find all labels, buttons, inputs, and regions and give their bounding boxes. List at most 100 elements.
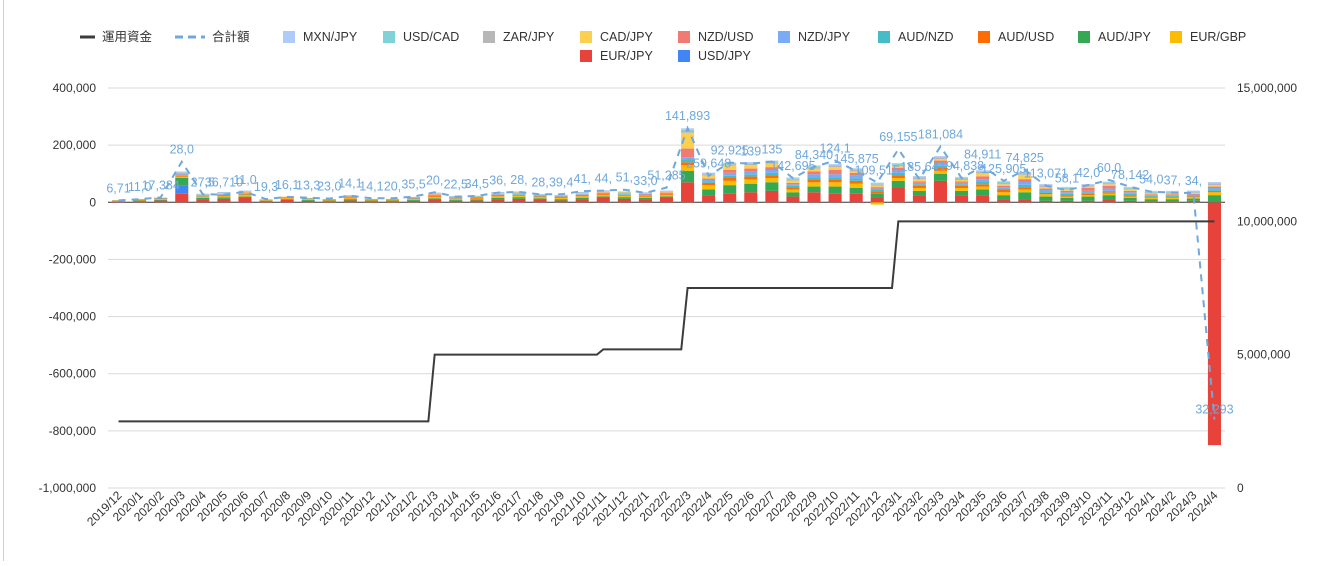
bar-segment xyxy=(449,198,463,200)
bar-segment xyxy=(175,176,189,178)
bar-segment xyxy=(1060,189,1074,191)
bar-segment xyxy=(807,179,821,183)
bar-segment xyxy=(343,199,357,201)
bar-segment xyxy=(807,174,821,178)
bar-segment xyxy=(659,193,674,194)
bar-segment xyxy=(828,193,842,203)
bar-segment xyxy=(744,174,758,177)
bar-segment xyxy=(870,193,884,198)
data-label: 27,5 xyxy=(191,175,215,189)
bar-segment xyxy=(765,162,779,164)
bar-segment xyxy=(912,190,926,196)
bar-segment xyxy=(786,185,800,188)
bar-segment xyxy=(491,199,505,203)
bar-segment xyxy=(659,196,674,198)
bar-segment xyxy=(1039,200,1053,203)
bar-segment xyxy=(533,198,547,200)
bar-segment xyxy=(533,196,547,198)
data-label: 58,1 xyxy=(1055,171,1079,185)
bar-segment xyxy=(997,192,1011,196)
data-label: 32,293 xyxy=(1195,403,1233,417)
bar-segment xyxy=(343,195,357,196)
bar-segment xyxy=(617,194,631,196)
data-label: 11,0 xyxy=(128,180,151,194)
bar-segment xyxy=(407,198,421,200)
bar-segment xyxy=(1102,195,1116,200)
bar-segment xyxy=(217,192,231,193)
bar-segment xyxy=(554,200,568,203)
bar-segment xyxy=(1060,200,1074,203)
data-label: 35,5 xyxy=(401,178,425,192)
bar-segment xyxy=(638,195,652,197)
bar-segment xyxy=(1207,186,1221,188)
bar-segment xyxy=(786,180,800,183)
bar-segment xyxy=(1144,194,1158,196)
bar-segment xyxy=(1060,190,1074,193)
bar-segment xyxy=(1186,193,1200,194)
bar-segment xyxy=(1081,192,1095,194)
bar-segment xyxy=(407,197,421,198)
bar-segment xyxy=(638,192,652,194)
bar-segment xyxy=(681,157,695,160)
bar-segment xyxy=(1018,171,1032,173)
bar-segment xyxy=(765,190,779,203)
bar-segment xyxy=(849,188,863,194)
bar-segment xyxy=(849,183,863,188)
bar-segment xyxy=(723,170,737,173)
bar-segment xyxy=(955,182,969,185)
legend-label: AUD/NZD xyxy=(898,30,954,44)
bar-segment xyxy=(1081,196,1095,201)
bar-segment xyxy=(1039,196,1053,201)
bar-segment xyxy=(912,184,926,186)
data-label: 36, xyxy=(489,174,506,188)
bar-segment xyxy=(175,175,189,176)
legend-label: NZD/JPY xyxy=(798,30,851,44)
data-label: 78,142 xyxy=(1111,168,1149,182)
bar-segment xyxy=(976,186,990,190)
bar-segment xyxy=(1186,192,1200,194)
data-label: 16,1 xyxy=(275,178,299,192)
bar-segment xyxy=(575,196,589,198)
bar-segment xyxy=(175,171,189,172)
bar-segment xyxy=(512,195,526,198)
data-label: 22,5 xyxy=(444,178,468,192)
bar-segment xyxy=(723,165,737,170)
y-left-tick-label: 200,000 xyxy=(53,138,97,152)
legend-label: EUR/GBP xyxy=(1190,30,1246,44)
bar-segment xyxy=(828,186,842,194)
bar-segment xyxy=(133,200,147,202)
bar-segment xyxy=(617,192,631,193)
bar-segment xyxy=(638,194,652,195)
data-label: 259,648 xyxy=(686,157,731,171)
bar-segment xyxy=(912,185,926,188)
legend-swatch xyxy=(580,50,592,62)
data-label: 28,0 xyxy=(170,143,194,157)
y-left-tick-label: -200,000 xyxy=(49,252,97,266)
bar-segment xyxy=(1186,190,1200,192)
bar-segment xyxy=(407,197,421,198)
bar-segment xyxy=(1144,196,1158,197)
bar-segment xyxy=(828,179,842,183)
bar-segment xyxy=(491,193,505,195)
data-label: 109,515 xyxy=(855,164,900,178)
bar-segment xyxy=(449,198,463,199)
bar-segment xyxy=(175,174,189,176)
bar-segment xyxy=(385,200,400,202)
bar-segment xyxy=(976,172,990,174)
bar-segment xyxy=(133,199,147,201)
bar-segment xyxy=(1039,190,1053,192)
bar-segment xyxy=(1144,199,1158,202)
bar-segment xyxy=(1165,196,1179,197)
bar-segment xyxy=(512,193,526,194)
data-label: 20, xyxy=(384,179,401,193)
bar-segment xyxy=(470,196,484,197)
bar-segment xyxy=(955,181,969,183)
bar-segment xyxy=(702,180,716,182)
data-label: 42,0 xyxy=(1076,166,1100,180)
bar-segment xyxy=(512,194,526,195)
bar-segment xyxy=(364,199,378,201)
bar-segment xyxy=(470,200,484,203)
bar-segment xyxy=(912,188,926,191)
data-label: 34,5 xyxy=(465,177,489,191)
